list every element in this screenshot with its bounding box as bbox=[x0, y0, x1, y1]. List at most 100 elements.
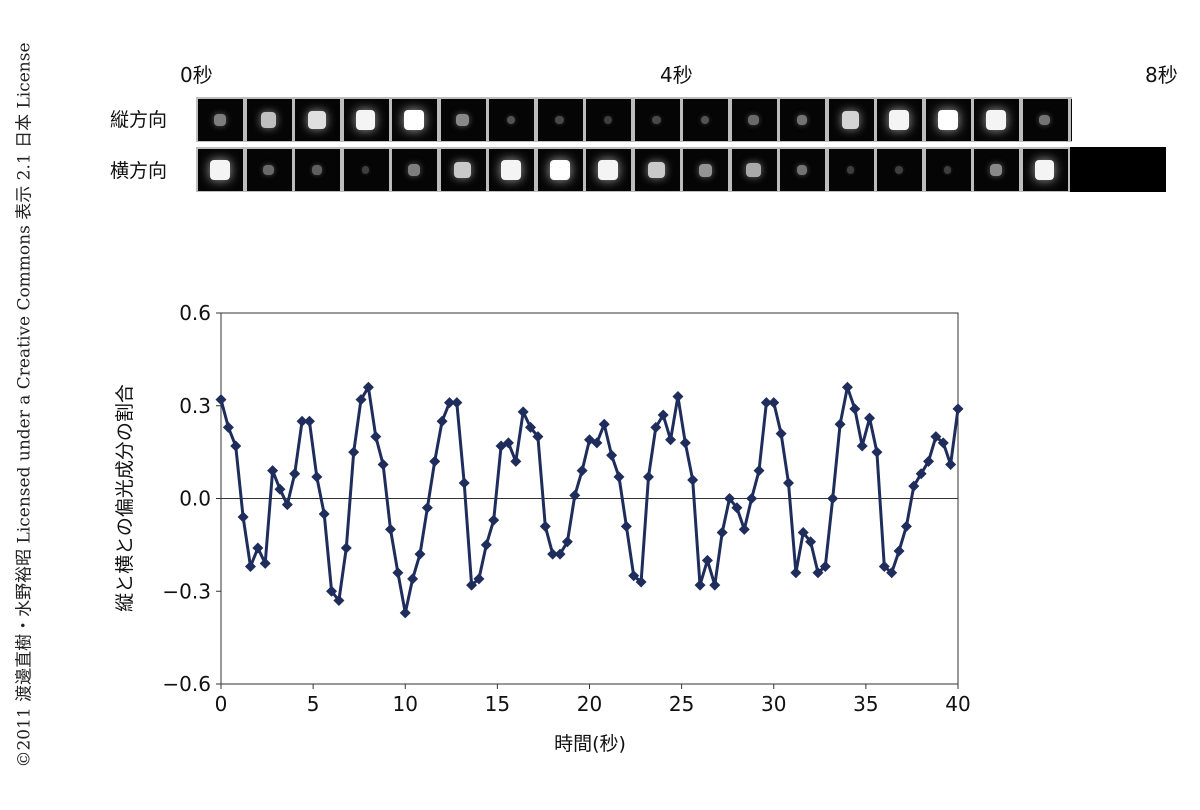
data-point-marker bbox=[274, 483, 286, 495]
data-point-marker bbox=[436, 415, 448, 427]
data-point-marker bbox=[355, 394, 367, 406]
data-point-marker bbox=[598, 418, 610, 430]
data-point-marker bbox=[900, 520, 912, 532]
polarization-image-frames: 0秒 4秒 8秒 縦方向 横方向 bbox=[100, 55, 1200, 205]
data-point-marker bbox=[650, 421, 662, 433]
x-tick-label: 15 bbox=[485, 692, 510, 716]
data-point-marker bbox=[841, 381, 853, 393]
data-point-marker bbox=[782, 477, 794, 489]
data-point-marker bbox=[289, 468, 301, 480]
vertical-frame bbox=[826, 97, 876, 142]
horizontal-frame bbox=[244, 147, 294, 192]
data-point-marker bbox=[768, 397, 780, 409]
vertical-frame bbox=[923, 97, 973, 142]
x-axis-label: 時間(秒) bbox=[554, 733, 626, 755]
data-point-marker bbox=[878, 561, 890, 573]
data-point-marker bbox=[443, 397, 455, 409]
vertical-frame bbox=[535, 97, 585, 142]
vertical-bright-spot bbox=[937, 110, 958, 130]
data-point-marker bbox=[451, 397, 463, 409]
data-point-marker bbox=[510, 455, 522, 467]
horizontal-frame bbox=[972, 147, 1021, 192]
vertical-frame bbox=[875, 97, 924, 142]
data-point-marker bbox=[547, 548, 559, 560]
horizontal-bright-spot bbox=[408, 164, 420, 176]
data-point-marker bbox=[709, 579, 721, 591]
data-point-marker bbox=[385, 523, 397, 535]
data-point-marker bbox=[576, 465, 588, 477]
data-point-marker bbox=[561, 536, 573, 548]
vertical-bright-spot bbox=[214, 114, 226, 126]
x-tick-label: 30 bbox=[761, 692, 786, 716]
vertical-frame bbox=[681, 97, 730, 142]
data-point-marker bbox=[252, 542, 264, 554]
horizontal-frame bbox=[729, 147, 779, 192]
horizontal-bright-spot bbox=[846, 166, 855, 174]
data-point-marker bbox=[230, 440, 242, 452]
data-point-marker bbox=[797, 527, 809, 539]
horizontal-frame bbox=[826, 147, 876, 192]
data-point-marker bbox=[819, 561, 831, 573]
vertical-bright-spot bbox=[308, 111, 326, 129]
data-point-marker bbox=[362, 381, 374, 393]
y-tick-label: −0.3 bbox=[162, 579, 211, 603]
data-point-marker bbox=[606, 449, 618, 461]
data-point-marker bbox=[642, 471, 654, 483]
data-point-marker bbox=[267, 465, 279, 477]
data-point-marker bbox=[679, 437, 691, 449]
vertical-bright-spot bbox=[652, 115, 661, 125]
data-point-marker bbox=[790, 567, 802, 579]
horizontal-bright-spot bbox=[454, 161, 471, 179]
data-point-marker bbox=[687, 474, 699, 486]
vertical-frame bbox=[1069, 97, 1072, 142]
x-tick-label: 0 bbox=[215, 692, 228, 716]
vertical-frame bbox=[487, 97, 536, 142]
vertical-frame bbox=[1020, 97, 1070, 142]
data-point-marker bbox=[237, 511, 249, 523]
data-point-marker bbox=[495, 440, 507, 452]
x-tick-label: 35 bbox=[853, 692, 878, 716]
vertical-bright-spot bbox=[841, 111, 860, 129]
data-point-marker bbox=[318, 508, 330, 520]
data-point-marker bbox=[805, 536, 817, 548]
data-point-marker bbox=[458, 477, 470, 489]
horizontal-frame bbox=[1020, 147, 1070, 192]
data-point-marker bbox=[760, 397, 772, 409]
vertical-frame bbox=[438, 97, 488, 142]
horizontal-frame bbox=[293, 147, 342, 192]
data-point-marker bbox=[871, 446, 883, 458]
data-point-marker bbox=[539, 520, 551, 532]
y-axis-label: 縦と横との偏光成分の割合 bbox=[114, 384, 136, 612]
data-point-marker bbox=[348, 446, 360, 458]
data-point-marker bbox=[407, 573, 419, 585]
data-point-marker bbox=[694, 579, 706, 591]
y-tick-label: 0.3 bbox=[179, 394, 211, 418]
data-point-marker bbox=[849, 403, 861, 415]
data-point-marker bbox=[628, 570, 640, 582]
time-label-4s: 4秒 bbox=[660, 63, 693, 87]
vertical-frame bbox=[244, 97, 294, 142]
data-point-marker bbox=[886, 567, 898, 579]
data-point-marker bbox=[591, 437, 603, 449]
horizontal-frame-strip bbox=[196, 147, 1166, 192]
data-point-marker bbox=[517, 406, 529, 418]
data-point-marker bbox=[701, 554, 713, 566]
horizontal-bright-spot bbox=[263, 164, 274, 176]
row-label-horizontal: 横方向 bbox=[110, 160, 168, 182]
series-line bbox=[219, 385, 960, 615]
horizontal-bright-spot bbox=[549, 160, 570, 180]
vertical-frame bbox=[778, 97, 827, 142]
data-point-marker bbox=[259, 557, 271, 569]
data-point-marker bbox=[554, 548, 566, 560]
data-point-marker bbox=[326, 585, 338, 597]
chart-series bbox=[215, 381, 964, 619]
horizontal-frame bbox=[923, 147, 973, 192]
vertical-frame-strip bbox=[196, 97, 1072, 142]
vertical-frame bbox=[196, 97, 245, 142]
data-point-marker bbox=[377, 458, 389, 470]
horizontal-bright-spot bbox=[895, 166, 903, 174]
row-label-vertical: 縦方向 bbox=[110, 109, 168, 131]
vertical-bright-spot bbox=[355, 110, 376, 130]
horizontal-bright-spot bbox=[361, 166, 370, 174]
data-point-marker bbox=[333, 595, 345, 607]
